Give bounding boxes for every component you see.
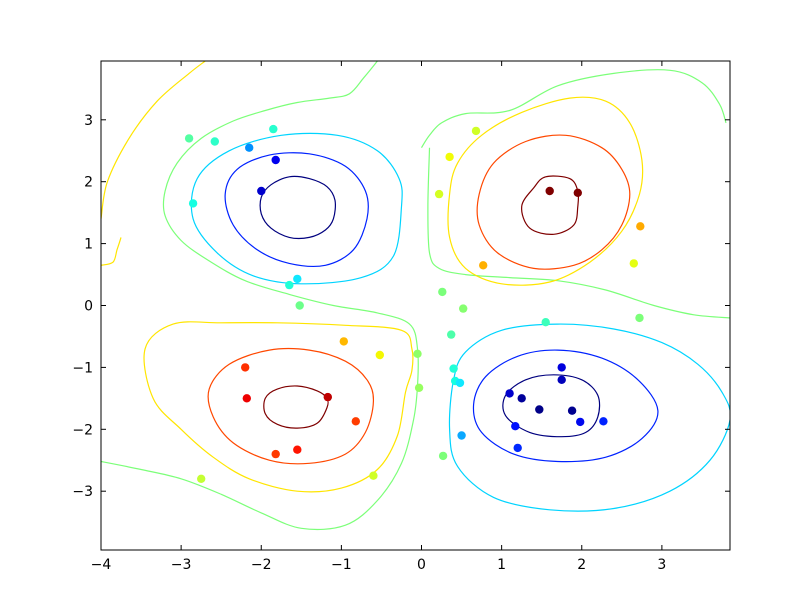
scatter-point-4 [210, 137, 219, 146]
y-tick-label: 2 [84, 175, 93, 191]
x-tick-label: −4 [91, 557, 112, 573]
scatter-point-28 [629, 259, 638, 268]
scatter-point-40 [557, 363, 566, 372]
scatter-point-37 [438, 451, 448, 461]
scatter-point-14 [323, 392, 332, 402]
contour-line-level-0_75-12 [521, 175, 580, 235]
contour-line-level-0-4 [420, 69, 727, 149]
scatter-point-13 [242, 394, 251, 403]
contour-line-level-neg0_75-14 [502, 374, 601, 438]
contour-line-level-0_25-8 [447, 96, 644, 286]
x-tick-label: −3 [171, 557, 192, 573]
scatter-point-36 [457, 431, 466, 440]
scatter-point-5 [184, 134, 194, 143]
scatter-point-32 [447, 330, 456, 339]
contour-line-level-0_5-10 [476, 134, 631, 270]
scatter-point-12 [241, 363, 250, 372]
scatter-point-29 [479, 261, 488, 270]
scatter-point-27 [636, 222, 645, 231]
scatter-point-8 [285, 280, 294, 290]
scatter-point-26 [573, 188, 582, 197]
scatter-point-42 [505, 389, 514, 398]
scatter-point-10 [339, 337, 348, 346]
y-tick-label: −1 [72, 360, 93, 376]
contour-line-level-0_25-6 [101, 237, 122, 266]
contour-line-level-neg0_5-15 [472, 349, 659, 463]
x-axis-ticks: −4 −3 −2 −1 0 1 2 3 [91, 61, 666, 573]
contour-line-level-0_25-9 [143, 321, 414, 493]
scatter-point-23 [445, 152, 454, 162]
y-tick-label: −2 [72, 422, 93, 438]
contour-line-level-neg0_25-2 [190, 132, 403, 285]
scatter-point-39 [635, 313, 644, 323]
scatter-point-9 [295, 301, 304, 310]
scatter-point-17 [271, 449, 280, 459]
contour-line-level-neg0_75-0 [259, 175, 336, 240]
scatter-point-38 [541, 318, 550, 327]
scatter-point-18 [197, 474, 206, 483]
scatter-point-20 [413, 349, 422, 358]
scatter-point-45 [567, 406, 577, 415]
y-tick-label: 3 [84, 113, 93, 129]
scatter-point-19 [369, 471, 378, 480]
y-tick-label: −3 [72, 484, 93, 500]
x-tick-label: −2 [251, 557, 272, 573]
contour-line-level-neg0_5-1 [224, 152, 369, 267]
contour-line-level-0-5 [427, 147, 730, 319]
scatter-point-1 [271, 155, 280, 165]
y-tick-label: 0 [84, 299, 93, 315]
scatter-point-16 [293, 445, 302, 454]
scatter-point-6 [188, 199, 198, 208]
scatter-point-43 [517, 394, 526, 403]
scatter-point-15 [351, 417, 360, 426]
x-tick-label: 0 [417, 557, 426, 573]
scatter-point-33 [449, 364, 458, 373]
scatter-point-47 [513, 443, 522, 453]
scatter-point-25 [545, 186, 554, 196]
scatter-point-7 [293, 274, 302, 284]
x-tick-label: 3 [657, 557, 666, 573]
scatter-point-49 [599, 417, 608, 426]
scatter-point-3 [269, 124, 278, 134]
scatter-point-0 [257, 186, 266, 196]
scatter-point-21 [414, 383, 424, 392]
contour-line-level-0_75-13 [263, 385, 329, 429]
x-tick-label: 2 [577, 557, 586, 573]
scatter-point-46 [511, 422, 520, 431]
scatter-point-31 [459, 304, 468, 313]
y-tick-label: 1 [84, 237, 93, 253]
scatter-point-2 [245, 143, 254, 152]
contour-line-level-0_25-7 [101, 61, 206, 219]
scatter-point-44 [535, 405, 544, 414]
scatter-points [184, 124, 645, 483]
scatter-point-30 [438, 287, 447, 297]
contour-line-level-0-3 [101, 61, 419, 531]
scatter-point-48 [576, 417, 585, 427]
scatter-point-41 [557, 375, 566, 384]
scatter-point-24 [471, 126, 481, 136]
y-axis-ticks: −3 −2 −1 0 1 2 3 [72, 113, 730, 500]
scatter-point-22 [434, 189, 444, 199]
contour-line-level-0_5-11 [207, 347, 375, 465]
x-tick-label: −1 [331, 557, 352, 573]
scatter-point-35 [455, 378, 465, 388]
scatter-point-11 [375, 350, 384, 360]
x-tick-label: 1 [497, 557, 506, 573]
